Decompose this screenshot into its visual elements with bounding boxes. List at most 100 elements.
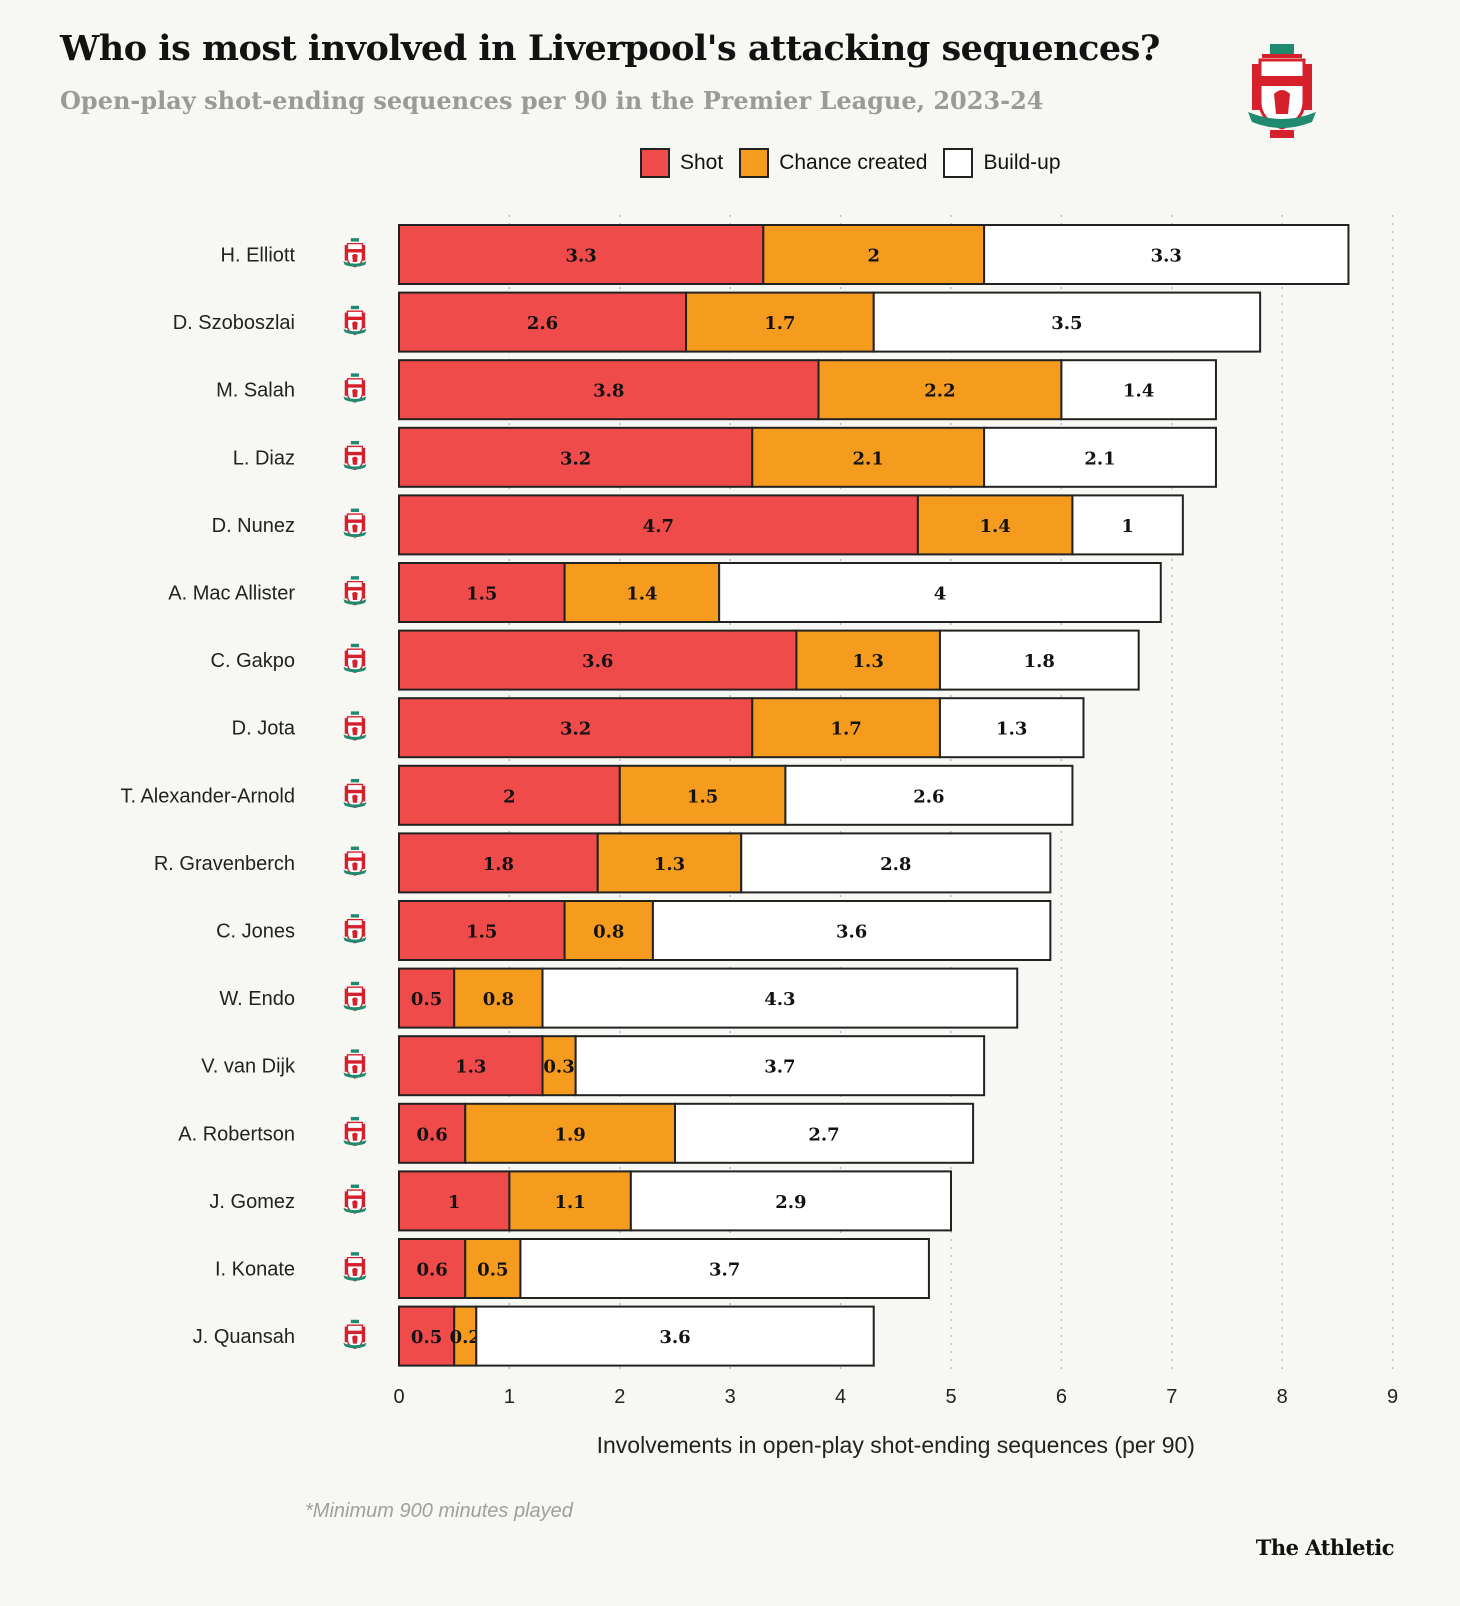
liverpool-crest-icon	[343, 440, 367, 471]
bar-segment-chance	[916, 494, 1074, 556]
bar-segment-buildup	[784, 764, 1074, 826]
liverpool-crest-icon	[343, 1049, 367, 1079]
bar-value-label: 0.5	[411, 989, 442, 1010]
player-name-label: I. Konate	[215, 1259, 295, 1281]
liverpool-crest-icon	[343, 914, 367, 944]
legend-item-chance: Chance created	[739, 148, 927, 178]
bar-segment-chance	[563, 900, 654, 961]
bar-segment-shot	[398, 1035, 544, 1097]
bar-value-label: 0.5	[477, 1260, 508, 1281]
player-name-label: D. Nunez	[212, 515, 295, 537]
bar-segment-buildup	[983, 426, 1217, 488]
bar-value-label: 3.6	[582, 651, 613, 672]
liverpool-crest-icon	[343, 1184, 367, 1214]
bar-value-label: 3.8	[593, 381, 624, 402]
player-name-label: W. Endo	[219, 988, 295, 1010]
bar-segment-shot	[398, 764, 621, 826]
bar-value-label: 3.6	[659, 1327, 690, 1348]
bar-value-label: 3.2	[560, 719, 591, 740]
player-name-label: V. van Dijk	[201, 1056, 296, 1078]
bar-segment-chance	[751, 697, 941, 759]
bar-segment-chance	[762, 224, 986, 285]
bar-segment-buildup	[938, 697, 1085, 759]
liverpool-crest-icon	[343, 1319, 367, 1350]
bar-segment-shot	[398, 426, 754, 488]
bar-segment-buildup	[1060, 359, 1217, 421]
liverpool-crest-icon	[343, 846, 367, 876]
bar-segment-buildup	[718, 562, 1162, 623]
player-name-label: D. Jota	[232, 718, 296, 740]
bar-value-label: 1.3	[996, 719, 1027, 740]
bar-value-label: 3.3	[1151, 246, 1182, 267]
bar-value-label: 1.9	[554, 1124, 585, 1145]
legend-label-shot: Shot	[680, 151, 724, 174]
bar-value-label: 4	[934, 584, 947, 605]
player-name-label: C. Jones	[216, 921, 295, 943]
bar-value-label: 1.4	[979, 516, 1010, 537]
bar-value-label: 2	[503, 786, 516, 807]
legend-item-buildup: Build-up	[943, 148, 1061, 178]
bar-segment-chance	[563, 562, 721, 623]
bar-segment-chance	[541, 1035, 577, 1097]
player-name-label: A. Mac Allister	[168, 583, 295, 605]
bar-segment-shot	[398, 291, 688, 353]
x-tick-label: 7	[1166, 1386, 1177, 1408]
player-name-label: A. Robertson	[178, 1123, 295, 1145]
liverpool-crest-icon	[343, 576, 367, 606]
bar-segment-chance	[596, 832, 743, 894]
x-tick-label: 8	[1277, 1386, 1288, 1408]
bar-value-label: 2.1	[1084, 448, 1115, 469]
bar-segment-shot	[398, 562, 566, 623]
bar-value-label: 4.7	[643, 516, 674, 537]
bar-segment-shot	[398, 900, 566, 961]
bar-value-label: 2.6	[527, 313, 558, 334]
chart-legend: Shot Chance created Build-up	[640, 148, 1077, 178]
bar-value-label: 1	[1121, 516, 1134, 537]
bar-value-label: 1.1	[554, 1192, 585, 1213]
bar-segment-chance	[508, 1170, 632, 1232]
bar-value-label: 1.5	[466, 584, 497, 605]
bar-value-label: 0.8	[483, 989, 514, 1010]
bar-value-label: 0.2	[450, 1327, 481, 1348]
x-tick-label: 4	[835, 1386, 846, 1408]
x-tick-label: 2	[614, 1386, 625, 1408]
bar-segment-buildup	[872, 291, 1262, 353]
liverpool-crest-icon	[343, 238, 367, 268]
bar-segment-buildup	[938, 629, 1140, 691]
bar-value-label: 1.8	[1024, 651, 1055, 672]
bar-value-label: 0.6	[416, 1124, 447, 1145]
bar-segment-buildup	[674, 1102, 975, 1164]
player-name-label: D. Szoboszlai	[173, 312, 295, 334]
bar-value-label: 3.7	[709, 1260, 740, 1281]
bar-value-label: 2.2	[924, 381, 955, 402]
bar-segment-buildup	[541, 967, 1019, 1029]
x-tick-label: 5	[945, 1386, 956, 1408]
bar-value-label: 3.2	[560, 448, 591, 469]
bar-value-label: 0.8	[593, 922, 624, 943]
bar-value-label: 2	[867, 246, 880, 267]
legend-swatch-buildup	[943, 148, 974, 178]
bar-segment-buildup	[651, 900, 1052, 961]
bar-value-label: 1.7	[764, 313, 795, 334]
bar-value-label: 3.5	[1051, 313, 1082, 334]
liverpool-crest-icon	[343, 1252, 367, 1282]
bar-value-label: 3.3	[565, 246, 596, 267]
legend-item-shot: Shot	[640, 148, 723, 178]
bar-value-label: 1.4	[1123, 381, 1154, 402]
player-name-label: J. Quansah	[193, 1326, 295, 1348]
liverpool-crest-icon	[343, 643, 367, 674]
bar-value-label: 1.3	[654, 854, 685, 875]
bar-value-label: 0.5	[411, 1327, 442, 1348]
bar-segment-chance	[685, 291, 875, 353]
chart-subtitle: Open-play shot-ending sequences per 90 i…	[60, 86, 1044, 115]
bar-value-label: 0.6	[416, 1260, 447, 1281]
liverpool-crest-icon	[343, 508, 367, 538]
bar-value-label: 1.3	[853, 651, 884, 672]
x-tick-label: 6	[1056, 1386, 1067, 1408]
bar-value-label: 2.7	[808, 1124, 839, 1145]
player-name-label: R. Gravenberch	[154, 853, 295, 875]
bar-segment-buildup	[475, 1305, 875, 1367]
bar-value-label: 2.8	[880, 854, 911, 875]
chart-title: Who is most involved in Liverpool's atta…	[60, 28, 1160, 69]
